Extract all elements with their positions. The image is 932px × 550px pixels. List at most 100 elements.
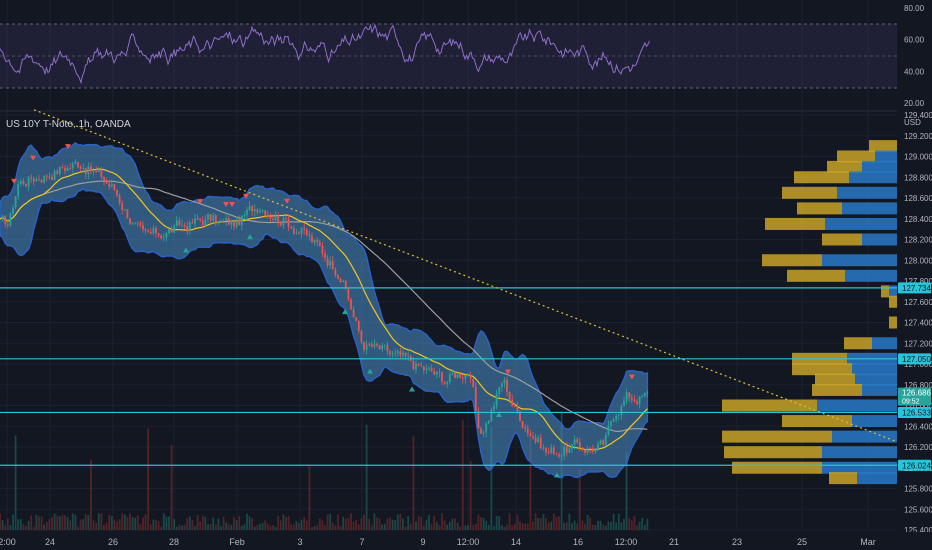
- candle-body: [290, 226, 293, 229]
- volume-bar: [381, 524, 384, 530]
- volume-bar: [435, 522, 438, 530]
- price-tick-label: 128.200: [904, 236, 932, 245]
- candle-body: [435, 371, 438, 375]
- volume-bar: [243, 524, 246, 530]
- candle-body: [209, 214, 212, 221]
- sell-signal-marker: [229, 201, 235, 207]
- volume-bar: [438, 524, 441, 530]
- volume-bar: [321, 520, 324, 530]
- volume-bar: [38, 516, 40, 530]
- volume-bar: [459, 526, 462, 530]
- volume-bar: [628, 518, 631, 530]
- volume-bar: [118, 519, 121, 530]
- candle-body: [339, 278, 342, 282]
- price-tag-label: 126.686: [902, 389, 931, 398]
- volume-bar: [474, 523, 477, 530]
- candle-body: [610, 421, 612, 426]
- volume-bar: [79, 519, 82, 530]
- volume-bar: [300, 519, 303, 530]
- vp-bar-down: [732, 461, 822, 474]
- candle-body: [77, 161, 79, 167]
- volume-bar: [17, 519, 20, 530]
- candle-body: [542, 447, 545, 449]
- volume-bar: [446, 524, 449, 530]
- candle-body: [131, 222, 134, 224]
- volume-bar: [565, 522, 568, 530]
- vp-bar-up: [817, 399, 897, 412]
- volume-bar: [373, 513, 376, 530]
- volume-bar: [97, 513, 100, 530]
- candle-body: [394, 352, 397, 354]
- candle-body: [576, 439, 579, 443]
- volume-bar: [58, 516, 61, 530]
- buy-signal-marker: [247, 234, 253, 240]
- volume-bar: [152, 519, 155, 530]
- candle-body: [175, 220, 178, 226]
- time-tick-label: 9: [420, 537, 425, 547]
- candle-body: [500, 383, 503, 388]
- candle-body: [149, 231, 152, 234]
- candle-body: [129, 218, 131, 224]
- candle-body: [191, 222, 194, 224]
- volume-bar: [253, 526, 256, 530]
- rsi-pane: [0, 23, 897, 89]
- price-tick-label: 129.000: [904, 153, 932, 162]
- volume-bar: [433, 515, 436, 530]
- candle-body: [526, 428, 529, 434]
- rsi-tick-label: 60.00: [904, 36, 925, 45]
- volume-bar: [32, 526, 35, 530]
- volume-bar: [519, 521, 521, 530]
- volume-bar: [363, 514, 365, 530]
- volume-bar: [181, 525, 183, 530]
- buy-signal-marker: [409, 386, 415, 392]
- moving-average-fast: [0, 168, 648, 451]
- volume-bar: [240, 525, 243, 530]
- rsi-axis: 80.00 60.00 40.00 20.00: [904, 4, 925, 108]
- volume-bar: [376, 517, 378, 530]
- volume-bar: [500, 525, 503, 530]
- candle-body: [113, 184, 116, 190]
- horizontal-levels[interactable]: [0, 287, 897, 466]
- time-axis[interactable]: 2:00 24 26 28 Feb 3 7 9 12:00 14 16 12:00 21 23 25 Mar: [0, 532, 932, 550]
- candle-body: [157, 233, 160, 236]
- volume-bar: [329, 513, 332, 530]
- candle-body: [363, 341, 365, 350]
- candle-body: [222, 221, 225, 222]
- candle-body: [152, 228, 155, 234]
- volume-bar: [586, 515, 589, 530]
- time-tick-label: 12:00: [615, 537, 638, 547]
- price-tag-countdown: 09:52: [902, 399, 920, 406]
- candle-body: [329, 260, 332, 266]
- volume-bar: [147, 428, 150, 530]
- candle-body: [456, 374, 459, 378]
- rsi-tick-label: 20.00: [904, 99, 925, 108]
- descending-trendline[interactable]: [33, 109, 898, 443]
- vp-bar-up: [822, 254, 897, 267]
- candle-body: [352, 309, 355, 318]
- candle-body: [633, 399, 636, 402]
- candle-body: [183, 224, 186, 227]
- candle-body: [264, 210, 267, 216]
- volume-bar: [129, 513, 131, 530]
- volume-bar: [636, 525, 638, 530]
- price-axis[interactable]: 129.400 129.200 129.000 128.800 128.600 128.4…: [897, 0, 932, 550]
- volume-bar: [82, 518, 85, 530]
- candle-body: [636, 401, 638, 405]
- candle-body: [243, 215, 246, 216]
- price-tick-label: 128.400: [904, 215, 932, 224]
- vp-bar-up: [822, 446, 897, 459]
- candle-body: [545, 447, 547, 453]
- vp-bar-up: [862, 160, 897, 173]
- volume-bar: [110, 515, 113, 530]
- candle-body: [71, 163, 74, 169]
- candle-body: [537, 437, 540, 443]
- candle-body: [376, 343, 378, 346]
- candle-body: [604, 434, 607, 446]
- symbol-title: US 10Y T-Note, 1h, OANDA: [6, 119, 131, 130]
- candle-body: [188, 222, 191, 231]
- price-tag-label: 126.024: [902, 461, 931, 470]
- volume-bar: [324, 525, 326, 530]
- candle-body: [396, 351, 399, 353]
